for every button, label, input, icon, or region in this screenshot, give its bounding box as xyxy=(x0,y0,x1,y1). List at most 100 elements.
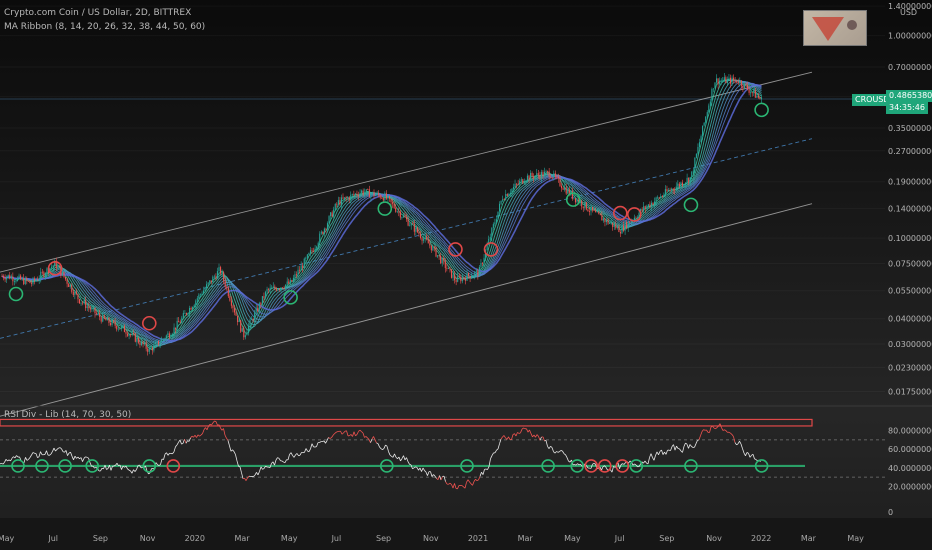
rsi-segment xyxy=(725,430,728,433)
candle xyxy=(681,179,683,188)
candle-body xyxy=(317,242,319,247)
time-tick-label: May xyxy=(281,534,298,543)
candle xyxy=(556,174,558,180)
rsi-segment xyxy=(691,446,694,448)
rsi-segment xyxy=(373,436,376,440)
candle-body xyxy=(334,203,336,210)
candle xyxy=(559,175,561,188)
candle xyxy=(619,230,621,237)
rsi-segment xyxy=(649,453,652,458)
rsi-segment xyxy=(262,468,265,470)
rsi-segment xyxy=(121,465,124,470)
candle xyxy=(278,288,280,292)
chart-title: Crypto.com Coin / US Dollar, 2D, BITTREX xyxy=(4,8,192,18)
rsi-segment xyxy=(25,457,28,461)
candle-body xyxy=(181,317,183,323)
rsi-segment xyxy=(179,439,182,445)
bearish-signal-circle xyxy=(47,260,63,276)
rsi-segment xyxy=(31,452,34,456)
candle xyxy=(562,186,564,190)
candle-body xyxy=(514,183,516,187)
candle xyxy=(734,77,736,84)
candle xyxy=(342,193,344,200)
candle-body xyxy=(516,183,518,185)
candle-body xyxy=(638,212,640,218)
time-tick-label: May xyxy=(847,534,864,543)
candle-body xyxy=(150,347,152,349)
candle xyxy=(266,286,268,296)
candle xyxy=(29,280,31,284)
rsi-segment xyxy=(386,446,389,452)
candle-body xyxy=(213,276,215,278)
candle xyxy=(655,196,657,206)
candle-body xyxy=(165,335,167,339)
candle-body xyxy=(373,192,375,197)
rsi-bullish-circle xyxy=(85,459,99,473)
bearish-signal-circle xyxy=(612,205,628,221)
candle xyxy=(737,78,739,86)
candle xyxy=(148,345,150,355)
candle xyxy=(255,303,257,314)
candle-body xyxy=(681,182,683,186)
rsi-segment xyxy=(407,461,410,465)
candle-body xyxy=(308,253,310,255)
candle xyxy=(457,272,459,283)
rsi-segment xyxy=(361,431,364,434)
rsi-bearish-circle xyxy=(615,459,630,473)
candle xyxy=(94,307,96,318)
rsi-segment xyxy=(517,432,520,434)
candle-body xyxy=(609,223,611,224)
candle xyxy=(227,285,229,298)
candle-body xyxy=(382,198,384,201)
candle xyxy=(506,193,508,197)
candle xyxy=(404,211,406,218)
candle-body xyxy=(240,320,242,332)
candle xyxy=(392,199,394,208)
candle xyxy=(406,213,408,222)
candle-body xyxy=(626,222,628,229)
rsi-segment xyxy=(374,439,377,444)
rsi-segment xyxy=(224,435,227,439)
candle-body xyxy=(359,192,361,197)
rsi-segment xyxy=(275,457,278,461)
candle-body xyxy=(63,272,65,277)
candle-body xyxy=(595,210,597,213)
candle-body xyxy=(244,335,246,338)
rsi-segment xyxy=(119,464,122,470)
candle-body xyxy=(619,232,621,234)
candle-body xyxy=(502,199,504,201)
candle xyxy=(733,74,735,84)
thumbnail-image[interactable] xyxy=(803,10,867,46)
rsi-segment xyxy=(188,437,191,442)
candle xyxy=(147,347,149,356)
rsi-segment xyxy=(580,464,583,467)
rsi-segment xyxy=(389,454,392,457)
candle-body xyxy=(669,190,671,191)
candle-body xyxy=(292,277,294,282)
candle xyxy=(437,255,439,259)
candle-body xyxy=(519,180,521,185)
rsi-segment xyxy=(197,434,200,437)
rsi-segment xyxy=(715,427,718,430)
rsi-segment xyxy=(409,463,412,466)
candle xyxy=(241,328,243,332)
candle xyxy=(72,288,74,298)
candle-body xyxy=(71,285,73,292)
rsi-segment xyxy=(548,446,551,449)
rsi-segment xyxy=(125,465,128,470)
candle-body xyxy=(719,80,721,85)
candle xyxy=(119,328,121,330)
rsi-segment xyxy=(698,435,701,441)
candle-body xyxy=(82,302,84,304)
rsi-segment xyxy=(694,443,697,448)
candle-body xyxy=(395,208,397,212)
time-tick-label: Jul xyxy=(47,534,58,543)
candle xyxy=(382,197,384,202)
rsi-segment xyxy=(331,435,334,438)
candle xyxy=(82,301,84,306)
rsi-segment xyxy=(245,477,248,481)
candle xyxy=(495,215,497,224)
bearish-signal-circle xyxy=(626,207,642,222)
candle-body xyxy=(674,189,676,191)
